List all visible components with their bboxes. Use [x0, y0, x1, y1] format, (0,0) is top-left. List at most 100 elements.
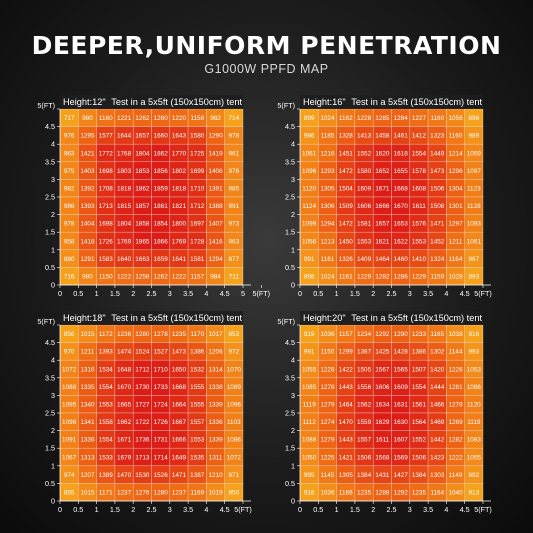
cell-value: 1120 — [467, 402, 481, 409]
cell-value: 963 — [64, 150, 75, 157]
cell-value: 1698 — [99, 168, 114, 175]
cell-value: 1556 — [357, 384, 372, 391]
y-tick-label: 2.5 — [45, 193, 55, 202]
cell-value: 1172 — [99, 331, 113, 338]
cell-value: 1055 — [302, 366, 317, 373]
cell-value: 1461 — [394, 133, 409, 140]
cell-value: 1278 — [154, 331, 169, 338]
cell-value: 1557 — [357, 437, 372, 444]
x-tick-label: 1.5 — [110, 289, 120, 298]
x-tick-label: 1.5 — [350, 289, 360, 298]
cell-value: 1565 — [394, 366, 409, 373]
cell-value: 1552 — [412, 437, 427, 444]
cell-value: 1770 — [172, 150, 187, 157]
y-tick-label: 4.5 — [45, 122, 55, 131]
cell-value: 1576 — [412, 221, 427, 228]
cell-value: 1410 — [412, 256, 427, 263]
cell-value: 1466 — [430, 402, 445, 409]
cell-value: 1262 — [154, 274, 169, 281]
cell-value: 1220 — [172, 115, 187, 122]
cell-value: 1070 — [227, 366, 242, 373]
cell-value: 1028 — [448, 274, 463, 281]
cell-value: 1444 — [430, 384, 445, 391]
cell-value: 1662 — [117, 419, 132, 426]
cell-value: 896 — [469, 115, 480, 122]
cell-value: 1508 — [430, 203, 445, 210]
cell-value: 1088 — [62, 384, 77, 391]
cell-value: 985 — [229, 186, 240, 193]
cell-value: 1561 — [412, 402, 427, 409]
panel-header-bg — [60, 95, 243, 109]
cell-value: 1620 — [375, 150, 390, 157]
x-tick-label: 4.5 — [220, 289, 230, 298]
cell-value: 1731 — [154, 437, 169, 444]
cell-value: 961 — [229, 150, 240, 157]
y-tick-label: 0.5 — [285, 263, 295, 272]
cell-value: 1471 — [172, 472, 187, 479]
cell-value: 1059 — [467, 150, 482, 157]
cell-value: 1470 — [339, 419, 354, 426]
y-tick-label: 3.5 — [285, 373, 295, 382]
x-tick-label: 2 — [371, 289, 375, 298]
x-tick-label: 0.5 — [313, 505, 323, 514]
cell-value: 1524 — [135, 349, 150, 356]
cell-value: 1818 — [172, 186, 187, 193]
cell-value: 1206 — [208, 349, 223, 356]
y-tick-label: 3 — [51, 175, 55, 184]
cell-value: 1124 — [302, 203, 316, 210]
cell-value: 1279 — [320, 402, 335, 409]
cell-value: 1171 — [99, 490, 113, 497]
cell-value: 1386 — [412, 349, 427, 356]
cell-value: 1670 — [117, 384, 132, 391]
cell-value: 1166 — [339, 490, 353, 497]
cell-value: 1161 — [339, 274, 353, 281]
cell-value: 974 — [64, 472, 75, 479]
cell-value: 1420 — [430, 366, 445, 373]
cell-value: 1714 — [154, 454, 169, 461]
cell-value: 1157 — [190, 274, 204, 281]
cell-value: 1083 — [467, 437, 482, 444]
cell-value: 1165 — [430, 331, 444, 338]
cell-value: 1815 — [117, 203, 132, 210]
cell-value: 1552 — [357, 150, 372, 157]
cell-value: 1158 — [190, 115, 204, 122]
cell-value: 1526 — [154, 472, 169, 479]
cell-value: 1164 — [430, 490, 444, 497]
cell-value: 1221 — [117, 115, 132, 122]
cell-value: 1712 — [190, 203, 205, 210]
cell-value: 1290 — [394, 331, 409, 338]
cell-value: 1853 — [135, 168, 150, 175]
cell-value: 1769 — [117, 238, 132, 245]
cell-value: 1509 — [339, 203, 354, 210]
cell-value: 1666 — [375, 203, 390, 210]
cell-value: 1387 — [357, 349, 372, 356]
cell-value: 1804 — [135, 150, 150, 157]
cell-value: 1644 — [117, 133, 132, 140]
cell-value: 1237 — [172, 490, 187, 497]
cell-value: 1407 — [208, 221, 223, 228]
cell-value: 1726 — [154, 419, 169, 426]
cell-value: 1559 — [357, 419, 372, 426]
cell-value: 1421 — [339, 454, 354, 461]
cell-value: 1472 — [339, 221, 354, 228]
cell-value: 1295 — [80, 133, 95, 140]
cell-value: 1403 — [80, 168, 95, 175]
y-tick-label: 1 — [51, 461, 55, 470]
cell-value: 1724 — [154, 402, 169, 409]
cell-value: 1419 — [208, 150, 223, 157]
cell-value: 1234 — [357, 331, 372, 338]
x-tick-label: 1 — [335, 505, 339, 514]
x-tick-label: 3 — [168, 505, 172, 514]
cell-value: 1679 — [117, 454, 132, 461]
cell-value: 1284 — [394, 115, 409, 122]
x-tick-label: 3 — [408, 289, 412, 298]
x-tick-label: 0 — [58, 505, 62, 514]
cell-value: 1583 — [99, 256, 114, 263]
cell-value: 1630 — [394, 419, 409, 426]
x-tick-label: 4 — [204, 505, 208, 514]
x-tick-label: 3.5 — [423, 505, 433, 514]
y-tick-label: 1 — [291, 245, 295, 254]
cell-value: 1409 — [357, 256, 372, 263]
cell-value: 1160 — [449, 133, 463, 140]
cell-value: 1629 — [375, 419, 390, 426]
